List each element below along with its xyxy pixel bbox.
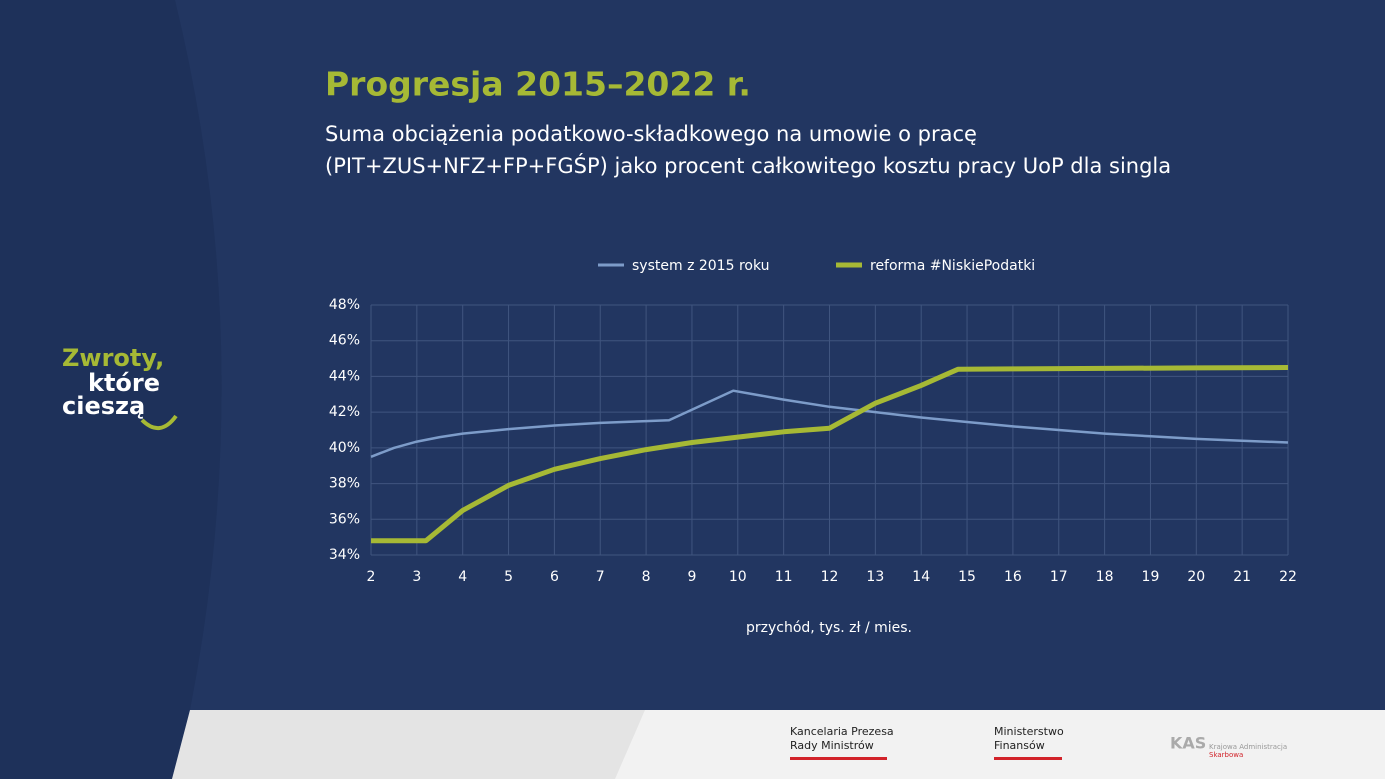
y-tick-label: 38% xyxy=(329,476,360,492)
footer-text: Krajowa Administracja xyxy=(1209,743,1287,751)
x-tick-label: 10 xyxy=(729,569,747,585)
logo-text: które xyxy=(88,369,160,397)
x-tick-label: 16 xyxy=(1004,569,1022,585)
footer-rule xyxy=(994,757,1062,760)
y-tick-label: 40% xyxy=(329,440,360,456)
x-tick-label: 11 xyxy=(775,569,793,585)
kas-mark: KAS xyxy=(1170,734,1206,753)
x-tick-label: 4 xyxy=(458,569,467,585)
x-tick-label: 6 xyxy=(550,569,559,585)
footer-left xyxy=(0,710,190,779)
footer-text: Kancelaria Prezesa xyxy=(790,725,894,738)
left-panel xyxy=(0,0,222,779)
footer-text: Rady Ministrów xyxy=(790,739,874,752)
y-tick-label: 34% xyxy=(329,547,360,563)
footer-text: Skarbowa xyxy=(1209,751,1243,759)
series-line xyxy=(371,365,1289,544)
footer-text: Finansów xyxy=(994,739,1045,752)
logo-smile xyxy=(140,414,178,430)
x-tick-label: 15 xyxy=(958,569,976,585)
series-line xyxy=(370,389,1289,458)
x-tick-label: 13 xyxy=(866,569,884,585)
logo-text: Zwroty, xyxy=(62,344,164,372)
logo-text: cieszą xyxy=(62,392,145,420)
x-tick-label: 7 xyxy=(596,569,605,585)
footer-slant xyxy=(172,710,645,779)
x-tick-label: 3 xyxy=(412,569,421,585)
y-tick-label: 46% xyxy=(329,333,360,349)
y-tick-label: 36% xyxy=(329,511,360,527)
footer-text: Ministerstwo xyxy=(994,725,1064,738)
x-tick-label: 8 xyxy=(642,569,651,585)
footer-rule xyxy=(790,757,887,760)
y-tick-label: 42% xyxy=(329,404,360,420)
legend-label: system z 2015 roku xyxy=(632,258,770,274)
chart-title: Progresja 2015–2022 r. xyxy=(325,65,751,104)
x-tick-label: 21 xyxy=(1233,569,1251,585)
subtitle: Suma obciążenia podatkowo-składkowego na… xyxy=(325,122,977,146)
y-tick-label: 44% xyxy=(329,368,360,384)
subtitle: (PIT+ZUS+NFZ+FP+FGŚP) jako procent całko… xyxy=(325,153,1171,178)
x-tick-label: 12 xyxy=(821,569,839,585)
x-tick-label: 22 xyxy=(1279,569,1297,585)
x-tick-label: 17 xyxy=(1050,569,1068,585)
x-axis-label: przychód, tys. zł / mies. xyxy=(746,620,912,636)
x-tick-label: 2 xyxy=(367,569,376,585)
x-tick-label: 5 xyxy=(504,569,513,585)
x-tick-label: 20 xyxy=(1187,569,1205,585)
x-tick-label: 18 xyxy=(1096,569,1114,585)
legend-label: reforma #NiskiePodatki xyxy=(870,258,1035,274)
x-tick-label: 9 xyxy=(687,569,696,585)
x-tick-label: 19 xyxy=(1142,569,1160,585)
x-tick-label: 14 xyxy=(912,569,930,585)
y-tick-label: 48% xyxy=(329,297,360,313)
